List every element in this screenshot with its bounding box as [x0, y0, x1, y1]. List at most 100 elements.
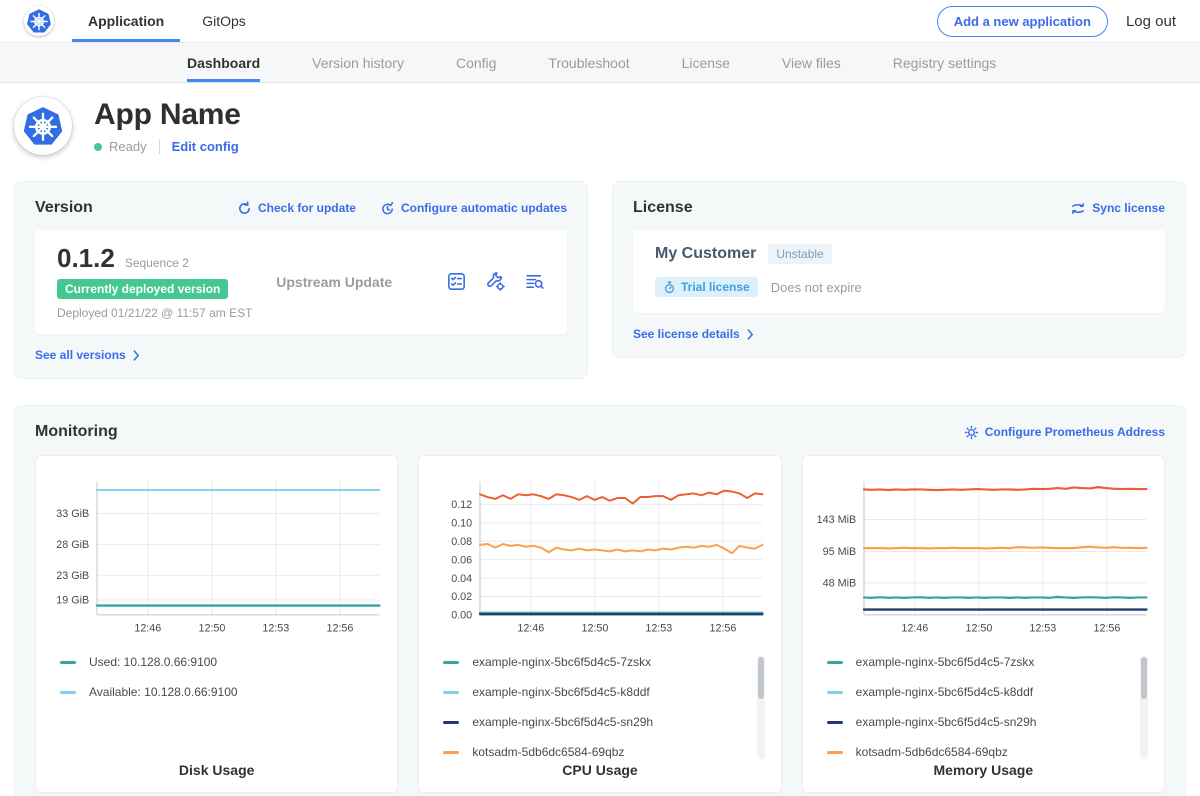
gear-icon — [964, 425, 979, 440]
legend-item[interactable]: kotsadm-5db6dc6584-69qbz — [827, 745, 1148, 759]
legend-scrollbar — [1140, 655, 1148, 759]
legend-swatch — [443, 721, 459, 724]
tab-config[interactable]: Config — [456, 43, 496, 82]
cpu-usage-card: 0.000.020.040.060.080.100.1212:4612:5012… — [418, 455, 781, 793]
memory-usage-card: 143 MiB95 MiB48 MiB12:4612:5012:5312:56 … — [802, 455, 1165, 793]
legend-scrollbar-thumb[interactable] — [1141, 657, 1147, 699]
license-card-title: License — [633, 199, 693, 217]
legend-scrollbar-thumb[interactable] — [758, 657, 764, 699]
refresh-icon — [237, 201, 252, 216]
configure-automatic-updates-link[interactable]: Configure automatic updates — [380, 201, 567, 216]
legend-item[interactable]: example-nginx-5bc6f5d4c5-7zskx — [827, 655, 1148, 669]
edit-config-link[interactable]: Edit config — [172, 139, 239, 154]
svg-text:48 MiB: 48 MiB — [822, 578, 856, 590]
svg-text:12:46: 12:46 — [134, 623, 161, 635]
legend-label: example-nginx-5bc6f5d4c5-k8ddf — [472, 685, 649, 699]
svg-text:12:46: 12:46 — [901, 623, 928, 635]
clock-refresh-icon — [380, 201, 395, 216]
legend-swatch — [827, 661, 843, 664]
legend-label: Available: 10.128.0.66:9100 — [89, 685, 238, 699]
nav-tab-application[interactable]: Application — [72, 0, 180, 42]
sync-license-link[interactable]: Sync license — [1070, 201, 1165, 216]
logout-link[interactable]: Log out — [1126, 13, 1176, 30]
legend-item[interactable]: example-nginx-5bc6f5d4c5-k8ddf — [827, 685, 1148, 699]
legend-swatch — [443, 661, 459, 664]
svg-text:23 GiB: 23 GiB — [56, 570, 89, 582]
legend-label: Used: 10.128.0.66:9100 — [89, 655, 217, 669]
legend-label: kotsadm-5db6dc6584-69qbz — [856, 745, 1008, 759]
legend-item[interactable]: example-nginx-5bc6f5d4c5-7zskx — [443, 655, 764, 669]
tab-license[interactable]: License — [682, 43, 730, 82]
svg-text:12:46: 12:46 — [518, 623, 545, 635]
app-subnav: Dashboard Version history Config Trouble… — [0, 42, 1200, 83]
legend-label: kotsadm-5db6dc6584-69qbz — [472, 745, 624, 759]
legend-item[interactable]: Used: 10.128.0.66:9100 — [60, 655, 381, 669]
cpu-usage-chart[interactable]: 0.000.020.040.060.080.100.1212:4612:5012… — [429, 469, 770, 641]
see-all-versions-link[interactable]: See all versions — [35, 348, 567, 362]
license-type-badge: Trial license — [655, 277, 758, 297]
version-number: 0.1.2 — [57, 243, 115, 274]
license-summary-row: My Customer Unstable Trial license Does … — [633, 230, 1165, 313]
version-card: Version Check for update Configure autom… — [14, 181, 588, 379]
legend-item[interactable]: example-nginx-5bc6f5d4c5-k8ddf — [443, 685, 764, 699]
legend-swatch — [60, 691, 76, 694]
nav-tab-gitops[interactable]: GitOps — [186, 0, 262, 42]
view-logs-icon[interactable] — [524, 271, 545, 292]
svg-text:0.08: 0.08 — [452, 536, 473, 548]
chart-title: Memory Usage — [813, 762, 1154, 778]
svg-text:12:56: 12:56 — [1093, 623, 1120, 635]
svg-text:19 GiB: 19 GiB — [56, 595, 89, 607]
svg-text:12:56: 12:56 — [710, 623, 737, 635]
app-avatar — [14, 97, 72, 155]
disk-usage-chart[interactable]: 33 GiB28 GiB23 GiB19 GiB12:4612:5012:531… — [46, 469, 387, 641]
svg-text:95 MiB: 95 MiB — [822, 546, 856, 558]
svg-text:12:56: 12:56 — [326, 623, 353, 635]
legend-item[interactable]: Available: 10.128.0.66:9100 — [60, 685, 381, 699]
stopwatch-icon — [663, 281, 676, 294]
legend-label: example-nginx-5bc6f5d4c5-7zskx — [472, 655, 651, 669]
legend-item[interactable]: example-nginx-5bc6f5d4c5-sn29h — [827, 715, 1148, 729]
monitoring-title: Monitoring — [35, 423, 118, 441]
top-navbar: Application GitOps Add a new application… — [0, 0, 1200, 42]
see-license-details-link[interactable]: See license details — [633, 327, 1165, 341]
legend-swatch — [827, 751, 843, 754]
ready-status-label: Ready — [109, 139, 147, 154]
check-for-update-link[interactable]: Check for update — [237, 201, 356, 216]
preflight-checks-icon[interactable] — [446, 271, 467, 292]
divider — [159, 139, 160, 154]
page-title: App Name — [94, 98, 241, 132]
chevron-right-icon — [133, 350, 140, 361]
deployed-timestamp: Deployed 01/21/22 @ 11:57 am EST — [57, 306, 252, 320]
tab-view-files[interactable]: View files — [782, 43, 841, 82]
chart-title: CPU Usage — [429, 762, 770, 778]
memory-usage-chart[interactable]: 143 MiB95 MiB48 MiB12:4612:5012:5312:56 — [813, 469, 1154, 641]
chevron-right-icon — [747, 329, 754, 340]
tab-dashboard[interactable]: Dashboard — [187, 43, 260, 82]
version-sequence: Sequence 2 — [125, 256, 189, 270]
monitoring-section: Monitoring Configure Prometheus Address … — [14, 405, 1186, 796]
tab-troubleshoot[interactable]: Troubleshoot — [548, 43, 629, 82]
legend-label: example-nginx-5bc6f5d4c5-sn29h — [856, 715, 1037, 729]
svg-text:12:53: 12:53 — [646, 623, 673, 635]
legend-item[interactable]: kotsadm-5db6dc6584-69qbz — [443, 745, 764, 759]
chart-legend: Used: 10.128.0.66:9100 Available: 10.128.… — [60, 655, 381, 760]
legend-swatch — [827, 691, 843, 694]
svg-text:12:50: 12:50 — [198, 623, 225, 635]
customer-name: My Customer — [655, 245, 756, 263]
license-card: License Sync license My Customer Unstabl… — [612, 181, 1186, 358]
svg-text:28 GiB: 28 GiB — [56, 539, 89, 551]
svg-text:0.06: 0.06 — [452, 554, 473, 566]
tab-registry-settings[interactable]: Registry settings — [893, 43, 996, 82]
legend-label: example-nginx-5bc6f5d4c5-k8ddf — [856, 685, 1033, 699]
kubernetes-logo-icon[interactable] — [24, 6, 54, 36]
edit-config-wrench-icon[interactable] — [485, 271, 506, 292]
legend-item[interactable]: example-nginx-5bc6f5d4c5-sn29h — [443, 715, 764, 729]
configure-prometheus-link[interactable]: Configure Prometheus Address — [964, 425, 1165, 440]
legend-scrollbar — [757, 655, 765, 759]
tab-version-history[interactable]: Version history — [312, 43, 404, 82]
add-application-button[interactable]: Add a new application — [937, 6, 1108, 37]
version-source-label: Upstream Update — [276, 274, 392, 290]
chart-legend: example-nginx-5bc6f5d4c5-7zskx example-ng… — [827, 655, 1148, 760]
svg-text:12:53: 12:53 — [262, 623, 289, 635]
chart-legend: example-nginx-5bc6f5d4c5-7zskx example-ng… — [443, 655, 764, 760]
